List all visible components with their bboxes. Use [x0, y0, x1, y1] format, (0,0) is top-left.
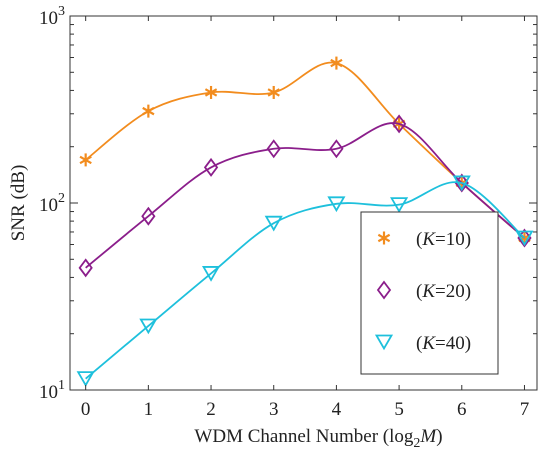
series-line — [85, 181, 526, 380]
data-point — [266, 139, 281, 159]
series-2 — [76, 175, 534, 387]
data-point — [76, 371, 95, 387]
legend-marker — [374, 334, 394, 351]
axis-layer: 0 1 2 3 4 5 6 7 101 102 103 WDM Channel Number (log… — [8, 4, 537, 451]
y-tick-label: 101 — [39, 378, 65, 403]
x-tick-label: 4 — [332, 399, 342, 420]
series-layer — [76, 56, 534, 387]
y-axis-label: SNR (dB) — [8, 165, 29, 242]
data-point — [141, 206, 156, 226]
data-point — [452, 175, 471, 192]
y-tick-label: 103 — [39, 4, 65, 29]
data-point — [139, 318, 158, 335]
x-tick-label: 0 — [81, 399, 91, 420]
x-tick-label: 6 — [457, 399, 467, 420]
y-tick-label: 102 — [39, 191, 65, 216]
legend: (K=10) (K=20) (K=40) — [360, 211, 499, 375]
x-tick-label: 3 — [269, 399, 279, 420]
data-point — [329, 139, 344, 159]
legend-label: (K=10) — [416, 229, 471, 250]
data-point — [327, 196, 346, 213]
data-point — [391, 114, 407, 134]
legend-marker — [376, 280, 392, 300]
data-point — [79, 153, 92, 167]
data-point — [204, 85, 218, 99]
data-point — [142, 104, 155, 118]
x-tick-label: 7 — [520, 399, 530, 420]
data-point — [267, 85, 280, 99]
data-point — [390, 197, 409, 213]
data-point — [203, 157, 219, 177]
x-axis-label: WDM Channel Number (log2M) — [194, 426, 442, 451]
legend-label: (K=20) — [416, 281, 471, 302]
legend-marker — [377, 231, 391, 245]
data-point — [330, 56, 343, 70]
data-point — [264, 215, 283, 232]
x-tick-label: 2 — [206, 399, 216, 420]
data-point — [78, 258, 93, 278]
x-tick-label: 1 — [144, 399, 154, 420]
data-point — [201, 266, 221, 282]
series-line — [85, 122, 526, 269]
data-point — [515, 230, 534, 247]
x-tick-label: 5 — [394, 399, 404, 420]
legend-label: (K=40) — [416, 333, 471, 354]
